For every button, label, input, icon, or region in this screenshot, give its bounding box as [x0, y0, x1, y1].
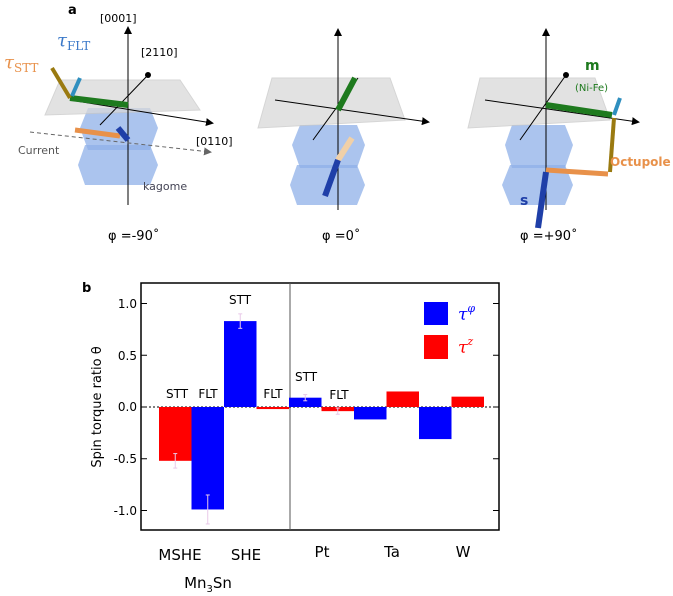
bar-w-tau-z: [451, 396, 484, 407]
ytick-label: 0.0: [118, 400, 137, 414]
bar-mshe-tau-phi: [191, 407, 224, 510]
bar-chart: 1.0 0.5 0.0 -0.5 -1.0 Spin torque ratio …: [90, 282, 500, 595]
bar-ta-tau-phi: [354, 407, 387, 420]
tau-stt-vector: [50, 66, 72, 100]
kagome-layer-lower: [78, 145, 158, 185]
diagram-phi-minus-90: [0001] [2110] [0110] τSTT τFLT Current k…: [4, 12, 233, 244]
group-label-mn3sn: Mn3Sn: [184, 574, 232, 595]
ytick-label: 0.5: [118, 349, 137, 363]
bar-annotation: FLT: [329, 388, 349, 402]
tau-stt-label: τSTT: [4, 52, 38, 75]
bar-mshe-tau-z: [159, 407, 192, 461]
tau-flt-vector: [612, 97, 622, 116]
a-axis-dot: [563, 72, 569, 78]
thin-film-plane: [467, 77, 611, 129]
octupole-label: Octupole: [610, 155, 671, 169]
y-ticks: [141, 303, 499, 511]
b-axis-label: [0110]: [196, 135, 233, 148]
ytick-label: -1.0: [114, 504, 137, 518]
diagram-phi-0: φ =0˚: [257, 28, 430, 244]
m-vector: [545, 102, 613, 118]
category-label-she: SHE: [231, 546, 261, 564]
bars: [159, 313, 484, 525]
bar-w-tau-phi: [419, 407, 452, 440]
bar-annotation: FLT: [263, 387, 283, 401]
m-vector: [335, 76, 358, 112]
ytick-label: 1.0: [118, 297, 137, 311]
tau-flt-label: τFLT: [57, 30, 90, 53]
current-arrow: [29, 131, 212, 156]
legend-label-tau-z: τz: [458, 335, 473, 358]
octupole-vector: [335, 136, 355, 162]
c-axis-label: [0001]: [100, 12, 137, 25]
bar-ta-tau-z: [386, 391, 419, 407]
legend-label-tau-phi: τφ: [458, 302, 475, 325]
s-label: s: [520, 193, 528, 209]
bar-annotation: FLT: [198, 387, 218, 401]
diagram-phi-plus-90: m (Ni-Fe) Octupole s φ =+90˚: [467, 28, 671, 244]
m-label: m: [585, 58, 600, 74]
a-axis-label: [2110]: [141, 46, 178, 59]
bar-annotation: STT: [166, 387, 189, 401]
s-vector: [322, 158, 341, 198]
a-axis-dot: [145, 72, 151, 78]
y-axis-label: Spin torque ratio θ: [90, 346, 105, 467]
tau-stt-vector: [608, 117, 616, 173]
angle-label-1: φ =-90˚: [108, 228, 159, 244]
a-axis-line: [519, 74, 567, 141]
angle-label-3: φ =+90˚: [520, 228, 578, 244]
ytick-label: -0.5: [114, 452, 137, 466]
kagome-layer-upper: [505, 125, 573, 168]
legend-swatch-tau-phi: [424, 302, 448, 325]
tau-flt-vector: [70, 77, 82, 97]
octupole-vector: [74, 127, 121, 139]
bar-pt-tau-phi: [289, 397, 322, 407]
s-vector: [115, 126, 131, 142]
s-vector: [535, 171, 549, 229]
bar-she-tau-z: [256, 407, 289, 410]
a-axis-line: [99, 74, 149, 126]
category-label-pt: Pt: [315, 543, 330, 561]
m-vector: [69, 95, 129, 108]
category-label-mshe: MSHE: [158, 546, 201, 564]
kagome-layer-upper: [292, 125, 365, 168]
thin-film-plane: [44, 79, 201, 116]
current-label: Current: [18, 144, 60, 157]
m-sub-label: (Ni-Fe): [575, 83, 608, 94]
bar-she-tau-phi: [224, 321, 257, 407]
kagome-layer-lower: [502, 165, 573, 205]
category-label-ta: Ta: [383, 543, 400, 561]
b-axis-arrow: [274, 99, 430, 126]
thin-film-plane: [257, 77, 406, 129]
bar-annotation: STT: [295, 370, 318, 384]
legend-swatch-tau-z: [424, 335, 448, 359]
bar-annotation: STT: [229, 293, 252, 307]
category-label-w: W: [456, 543, 471, 561]
panel-a-label: a: [68, 3, 77, 18]
octupole-vector: [545, 167, 609, 177]
angle-label-2: φ =0˚: [322, 228, 360, 244]
kagome-label: kagome: [143, 180, 187, 193]
panel-b-label: b: [82, 281, 91, 296]
